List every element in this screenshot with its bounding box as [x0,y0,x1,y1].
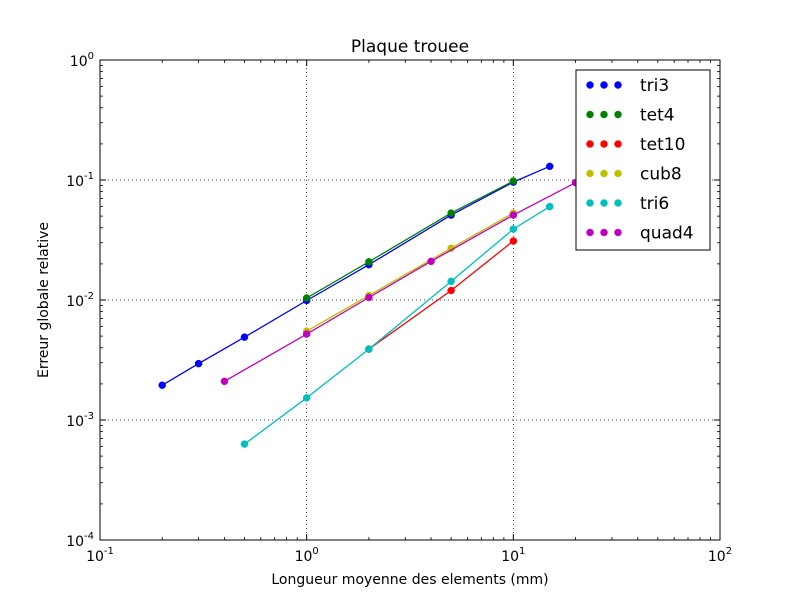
y-tick-label-exponent: -1 [84,171,94,182]
data-point-tri6 [509,225,518,233]
series-tri6 [240,202,554,448]
series-line-quad4 [224,182,576,382]
legend-marker [586,228,594,237]
x-tick-label: 100 [295,546,319,565]
data-point-tri6 [365,345,373,353]
y-tick-label-base: 10 [66,534,84,550]
y-tick-label: 100 [70,51,94,70]
legend-entry-tet4: tet4 [586,106,675,126]
legend-entry-quad4: quad4 [586,224,694,244]
legend-label: tri6 [640,194,669,214]
data-point-tet10 [447,286,455,295]
x-axis-title: Longueur moyenne des elements (mm) [271,572,548,588]
x-tick-label-exponent: -1 [104,546,114,557]
legend-marker [600,110,608,119]
series-line-tri3 [161,165,550,386]
data-point-tet10 [509,237,518,245]
legend-marker [614,81,622,89]
x-tick-label-base: 10 [501,549,519,565]
data-point-tri3 [240,333,249,341]
legend-label: cub8 [640,165,682,185]
series-line-cub8 [306,212,514,332]
data-point-quad4 [302,330,311,338]
chart-title: Plaque trouee [351,37,469,57]
x-tick-label: 102 [708,546,732,565]
y-tick-label-base: 10 [70,54,88,70]
x-tick-label-exponent: 1 [519,546,525,557]
legend: tri3 tet4 tet10 cub8 tri6 quad4 [575,69,711,251]
x-tick-label: 101 [501,546,525,565]
legend-entry-tri6: tri6 [586,194,669,214]
y-tick-label-base: 10 [66,294,84,310]
y-tick-label: 10-1 [66,171,94,190]
legend-marker [614,228,622,237]
legend-marker [614,169,622,178]
series-line-tri6 [244,206,551,445]
data-point-tri3 [158,381,166,389]
y-tick-label-base: 10 [66,414,84,430]
legend-marker [586,140,594,148]
data-point-tri3 [194,359,203,368]
data-point-tet4 [302,294,311,302]
legend-marker [614,199,622,207]
legend-frame [575,69,711,251]
legend-marker [600,228,608,237]
legend-entry-tet10: tet10 [586,135,685,155]
y-tick-label-exponent: 0 [88,51,94,62]
y-tick-label: 10-3 [66,411,94,430]
series-line-tet4 [306,180,514,299]
data-point-tri6 [302,394,311,402]
series-layer [158,162,580,448]
legend-entry-cub8: cub8 [586,165,682,185]
data-point-tri6 [240,440,249,448]
legend-label: tet10 [640,135,685,155]
legend-marker [600,140,608,148]
x-tick-label-base: 10 [295,549,313,565]
data-point-quad4 [509,211,518,219]
series-quad4 [220,178,580,386]
data-point-tri3 [545,162,554,171]
x-tick-label-exponent: 0 [312,546,318,557]
data-point-tri6 [447,277,455,286]
legend-marker [586,81,594,89]
x-tick-label: 10-1 [86,546,114,565]
legend-label: quad4 [640,224,694,244]
legend-marker [600,81,608,89]
data-point-quad4 [365,293,373,302]
ticks [99,59,721,541]
legend-entry-tri3: tri3 [586,76,669,96]
legend-marker [600,199,608,207]
legend-marker [586,199,594,207]
series-tet4 [302,177,518,302]
data-point-tet4 [365,258,373,266]
data-point-tet4 [447,209,455,217]
y-tick-label-exponent: -4 [84,531,94,542]
x-tick-label-exponent: 2 [726,546,732,557]
x-tick-label-base: 10 [86,549,104,565]
y-tick-label-exponent: -3 [84,411,94,422]
legend-marker [614,110,622,119]
legend-marker [586,110,594,119]
data-point-tri6 [545,202,554,211]
data-point-quad4 [427,257,435,266]
y-tick-label-exponent: -2 [84,291,94,302]
legend-marker [614,140,622,148]
y-axis-title: Erreur globale relative [36,222,52,378]
y-tick-label: 10-4 [66,531,94,550]
x-tick-label-base: 10 [708,549,726,565]
legend-label: tet4 [640,106,675,126]
data-point-tet4 [509,177,518,185]
legend-marker [586,169,594,178]
y-tick-label: 10-2 [66,291,94,310]
legend-label: tri3 [640,76,669,96]
legend-marker [600,169,608,178]
y-tick-label-base: 10 [66,174,84,190]
data-point-quad4 [220,377,229,386]
